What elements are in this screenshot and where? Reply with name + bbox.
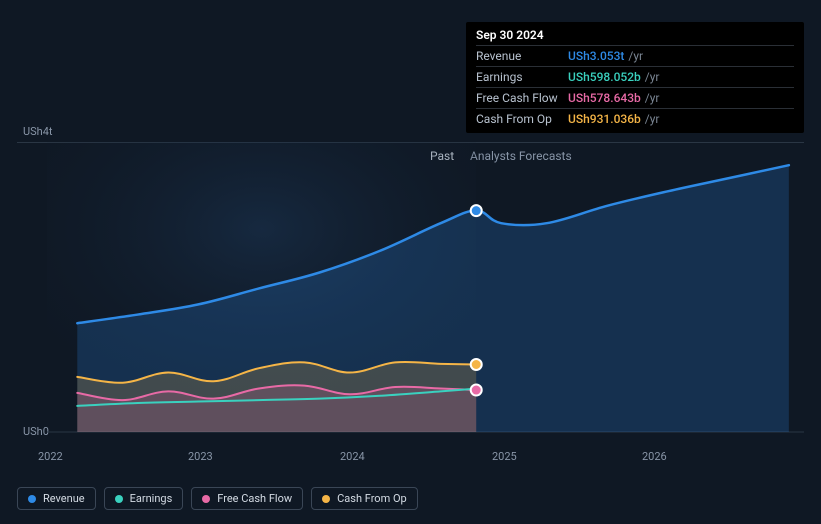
tooltip-date: Sep 30 2024 xyxy=(476,28,794,45)
tooltip-value: USh931.036b xyxy=(568,112,641,126)
tooltip-value: USh578.643b xyxy=(568,91,641,105)
tooltip-unit: /yr xyxy=(628,49,643,63)
legend-item-revenue[interactable]: Revenue xyxy=(17,487,96,510)
tooltip-label: Earnings xyxy=(476,70,568,84)
x-label-4: 2026 xyxy=(642,450,667,463)
tooltip-label: Cash From Op xyxy=(476,112,568,126)
财务-chart[interactable] xyxy=(17,132,804,445)
legend-label: Revenue xyxy=(43,492,85,505)
x-label-0: 2022 xyxy=(38,450,63,463)
tooltip-row-earnings: Earnings USh598.052b /yr xyxy=(476,66,794,87)
legend-dot-icon xyxy=(115,495,123,503)
legend-label: Free Cash Flow xyxy=(217,492,292,505)
legend-dot-icon xyxy=(322,495,330,503)
legend-dot-icon xyxy=(28,495,36,503)
legend-label: Earnings xyxy=(130,492,173,505)
legend: Revenue Earnings Free Cash Flow Cash Fro… xyxy=(17,487,418,510)
legend-dot-icon xyxy=(202,495,210,503)
tooltip-row-fcf: Free Cash Flow USh578.643b /yr xyxy=(476,87,794,108)
x-label-1: 2023 xyxy=(188,450,213,463)
chart-svg xyxy=(17,132,804,445)
x-label-2: 2024 xyxy=(340,450,365,463)
tooltip-value: USh598.052b xyxy=(568,70,641,84)
tooltip-unit: /yr xyxy=(645,91,660,105)
legend-item-fcf[interactable]: Free Cash Flow xyxy=(191,487,303,510)
hover-tooltip: Sep 30 2024 Revenue USh3.053t /yr Earnin… xyxy=(466,22,804,133)
tooltip-label: Free Cash Flow xyxy=(476,91,568,105)
legend-label: Cash From Op xyxy=(337,492,407,505)
x-label-3: 2025 xyxy=(492,450,517,463)
legend-item-cfo[interactable]: Cash From Op xyxy=(311,487,418,510)
tooltip-label: Revenue xyxy=(476,49,568,63)
legend-item-earnings[interactable]: Earnings xyxy=(104,487,184,510)
tooltip-row-revenue: Revenue USh3.053t /yr xyxy=(476,45,794,66)
tooltip-row-cfo: Cash From Op USh931.036b /yr xyxy=(476,108,794,129)
tooltip-value: USh3.053t xyxy=(568,49,624,63)
tooltip-unit: /yr xyxy=(645,112,660,126)
tooltip-unit: /yr xyxy=(645,70,660,84)
